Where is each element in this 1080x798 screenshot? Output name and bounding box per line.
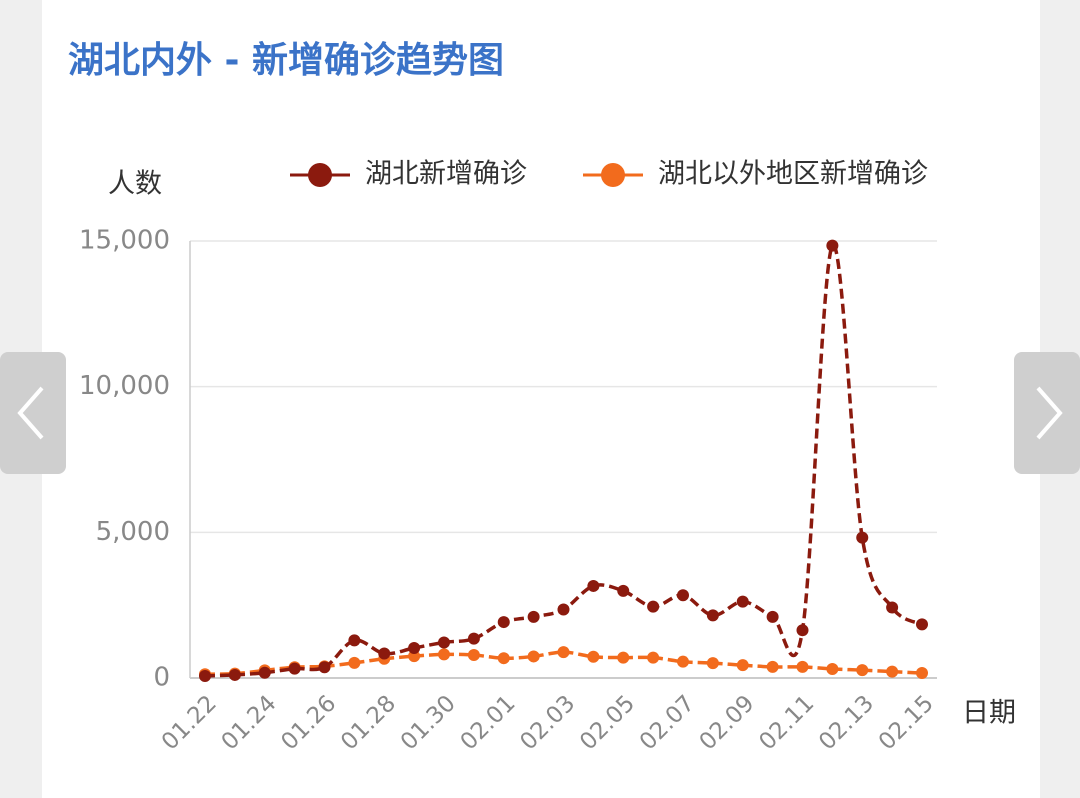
data-point (677, 589, 689, 602)
data-point (647, 600, 660, 613)
data-point (886, 601, 899, 614)
data-point (438, 636, 450, 649)
legend-marker (308, 163, 332, 187)
next-button[interactable] (1014, 352, 1080, 474)
data-point (677, 655, 689, 668)
legend-marker (601, 163, 625, 187)
data-point (497, 616, 510, 629)
data-point (467, 648, 480, 661)
data-point (527, 650, 540, 663)
data-point (587, 579, 600, 592)
data-point (228, 668, 241, 681)
data-point (557, 603, 570, 616)
y-axis-label: 人数 (108, 169, 162, 200)
data-point (886, 665, 899, 678)
data-point (826, 239, 839, 252)
data-point (258, 666, 271, 679)
chart-title: 湖北内外 - 新增确诊趋势图 (68, 40, 504, 81)
data-point (736, 659, 749, 672)
card (42, 0, 1040, 798)
data-point (706, 657, 719, 670)
data-point (527, 610, 540, 623)
data-point (856, 664, 869, 677)
data-point (288, 662, 301, 675)
data-point (766, 610, 779, 623)
y-tick-label: 0 (153, 663, 170, 693)
data-point (647, 651, 660, 664)
data-point (557, 646, 570, 659)
data-point (796, 624, 809, 637)
legend-label: 湖北以外地区新增确诊 (658, 159, 928, 190)
y-tick-label: 5,000 (96, 517, 170, 547)
legend-label: 湖北新增确诊 (365, 159, 527, 190)
data-point (826, 662, 839, 675)
next-icon (1036, 386, 1063, 440)
data-point (497, 652, 510, 665)
data-point (348, 634, 361, 647)
data-point (856, 531, 869, 544)
data-point (916, 618, 928, 631)
data-point (199, 669, 211, 682)
y-tick-label: 10,000 (79, 371, 170, 401)
data-point (378, 647, 391, 660)
data-point (348, 656, 361, 669)
data-point (438, 648, 450, 661)
data-point (796, 660, 809, 673)
data-point (587, 650, 600, 663)
data-point (916, 667, 928, 680)
data-point (766, 660, 779, 673)
data-point (318, 661, 331, 674)
prev-button[interactable] (0, 352, 66, 474)
x-axis-label: 日期 (962, 698, 1016, 729)
y-tick-label: 15,000 (79, 226, 170, 256)
data-point (467, 632, 480, 645)
data-point (736, 595, 749, 608)
prev-icon (17, 386, 44, 440)
data-point (617, 584, 630, 597)
data-point (617, 651, 630, 664)
data-point (706, 609, 719, 622)
data-point (408, 641, 421, 654)
